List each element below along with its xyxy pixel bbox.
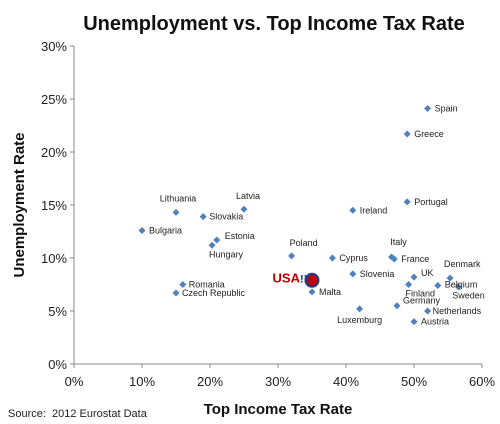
data-point-netherlands — [424, 307, 432, 315]
point-label-poland: Poland — [290, 238, 318, 248]
x-tick-label: 50% — [401, 374, 427, 389]
point-label-romania: Romania — [189, 280, 225, 290]
plot-area: 0% 5% 10% 15% 20% 25% 30% 0% 10% 20% 30% 40% 50% 60%… — [41, 39, 495, 389]
point-label-uk: UK — [421, 268, 434, 278]
point-label-france: France — [401, 254, 429, 264]
point-label-bulgaria: Bulgaria — [149, 225, 182, 235]
x-axis-ticks: 0% 10% 20% 30% 40% 50% 60% — [65, 364, 495, 389]
data-point-slovakia — [199, 213, 207, 221]
data-point-austria — [410, 318, 418, 326]
data-point-poland — [288, 252, 296, 260]
y-tick-label: 25% — [41, 92, 67, 107]
data-points — [138, 105, 462, 326]
data-point-usa — [304, 272, 320, 288]
point-label-netherlands: Netherlands — [433, 306, 482, 316]
chart-title: Unemployment vs. Top Income Tax Rate — [83, 13, 465, 35]
data-point-bulgaria — [138, 226, 146, 234]
point-label-italy: Italy — [390, 237, 407, 247]
point-label-lithuania: Lithuania — [160, 193, 197, 203]
y-tick-label: 15% — [41, 198, 67, 213]
data-point-malta — [308, 288, 316, 296]
data-point-czech-republic — [172, 289, 180, 297]
x-tick-label: 60% — [469, 374, 495, 389]
point-label-malta: Malta — [319, 287, 341, 297]
point-label-spain: Spain — [435, 104, 458, 114]
data-point-sweden — [454, 283, 462, 291]
y-tick-label: 20% — [41, 145, 67, 160]
point-label-greece: Greece — [414, 129, 444, 139]
x-tick-label: 10% — [129, 374, 155, 389]
data-point-hungary — [208, 241, 216, 249]
source-note: Source: 2012 Eurostat Data — [8, 408, 148, 420]
point-label-luxemburg: Luxemburg — [337, 315, 382, 325]
usa-exclamation: !!! — [300, 273, 311, 285]
point-label-portugal: Portugal — [414, 197, 448, 207]
point-label-latvia: Latvia — [236, 191, 260, 201]
y-tick-label: 10% — [41, 251, 67, 266]
data-point-france — [390, 255, 398, 263]
data-point-estonia — [213, 236, 221, 244]
point-label-austria: Austria — [421, 317, 449, 327]
point-label-denmark: Denmark — [444, 259, 481, 269]
x-axis-title: Top Income Tax Rate — [204, 401, 353, 418]
point-label-cyprus: Cyprus — [339, 253, 368, 263]
data-point-portugal — [403, 198, 411, 206]
data-point-greece — [403, 130, 411, 138]
point-label-ireland: Ireland — [360, 205, 388, 215]
data-point-uk — [410, 273, 418, 281]
x-tick-label: 0% — [65, 374, 84, 389]
data-point-belgium — [434, 282, 442, 290]
x-tick-label: 40% — [333, 374, 359, 389]
x-tick-label: 30% — [265, 374, 291, 389]
y-tick-label: 0% — [48, 357, 67, 372]
point-label-slovenia: Slovenia — [360, 269, 395, 279]
point-label-hungary: Hungary — [209, 249, 244, 259]
point-label-sweden: Sweden — [452, 291, 485, 301]
point-label-estonia: Estonia — [225, 231, 255, 241]
x-tick-label: 20% — [197, 374, 223, 389]
y-axis-ticks: 0% 5% 10% 15% 20% 25% 30% — [41, 39, 74, 372]
data-point-denmark — [446, 274, 454, 282]
data-point-luxemburg — [356, 305, 364, 313]
data-point-germany — [393, 302, 401, 310]
usa-highlight: USA!!! — [273, 270, 320, 288]
point-label-germany: Germany — [403, 296, 441, 306]
point-label-belgium: Belgium — [445, 280, 478, 290]
data-point-lithuania — [172, 208, 180, 216]
point-label-slovakia: Slovakia — [209, 212, 243, 222]
y-tick-label: 30% — [41, 39, 67, 54]
point-labels: Spain Greece Portugal Ireland Latvia Lithuani… — [149, 104, 485, 327]
data-point-slovenia — [349, 270, 357, 278]
point-label-usa: USA — [273, 270, 301, 285]
data-point-romania — [179, 281, 187, 288]
y-tick-label: 5% — [48, 304, 67, 319]
data-point-latvia — [240, 205, 248, 213]
data-point-cyprus — [328, 254, 336, 262]
data-point-ireland — [349, 206, 357, 214]
point-label-finland: Finland — [406, 289, 436, 299]
data-point-spain — [424, 105, 432, 113]
data-point-finland — [405, 281, 413, 288]
point-label-czech-republic: Czech Republic — [182, 288, 246, 298]
y-axis-title: Unemployment Rate — [11, 132, 28, 277]
